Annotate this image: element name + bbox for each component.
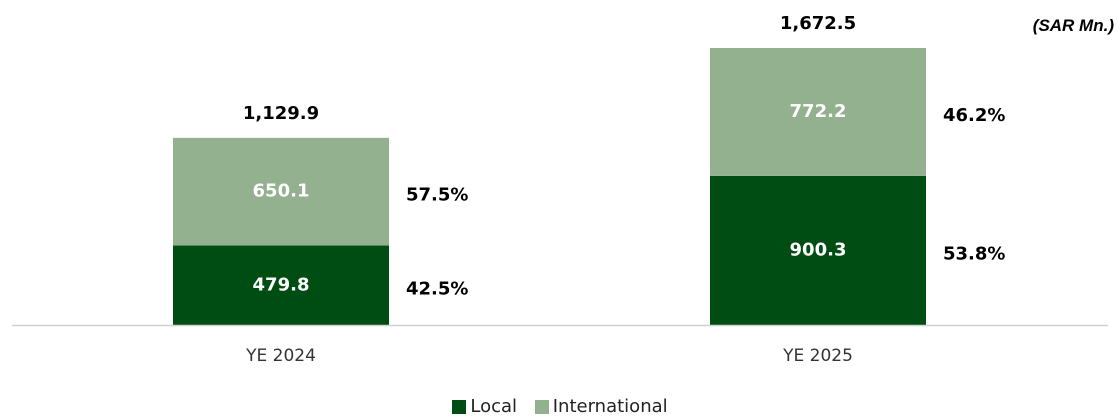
share-label-international-1: 46.2% xyxy=(943,105,1005,126)
legend-swatch-international xyxy=(534,399,549,414)
total-label-1: 1,672.5 xyxy=(780,13,856,34)
bar-local-0 xyxy=(173,245,389,325)
bar-local-1 xyxy=(710,175,926,325)
unit-note: (SAR Mn.) xyxy=(1032,16,1114,35)
bar-international-1 xyxy=(710,48,926,176)
legend-label-local: Local xyxy=(470,396,518,417)
legend-item-local: Local xyxy=(452,396,517,417)
share-label-local-1: 53.8% xyxy=(943,243,1005,264)
bar-international-0 xyxy=(173,137,389,246)
legend-swatch-local xyxy=(452,399,467,414)
legend-item-international: International xyxy=(534,396,668,417)
share-label-local-0: 42.5% xyxy=(406,278,468,299)
share-label-international-0: 57.5% xyxy=(406,185,468,206)
bar-value-label-local-0: 479.8 xyxy=(253,274,310,295)
x-tick-label-0: YE 2024 xyxy=(245,346,316,366)
bar-value-label-local-1: 900.3 xyxy=(790,239,847,260)
legend: Local International xyxy=(0,396,1120,419)
bar-value-label-international-1: 772.2 xyxy=(790,101,847,122)
total-label-0: 1,129.9 xyxy=(243,103,319,124)
bar-value-label-international-0: 650.1 xyxy=(253,181,310,202)
x-tick-label-1: YE 2025 xyxy=(782,346,853,366)
legend-label-international: International xyxy=(552,396,668,417)
